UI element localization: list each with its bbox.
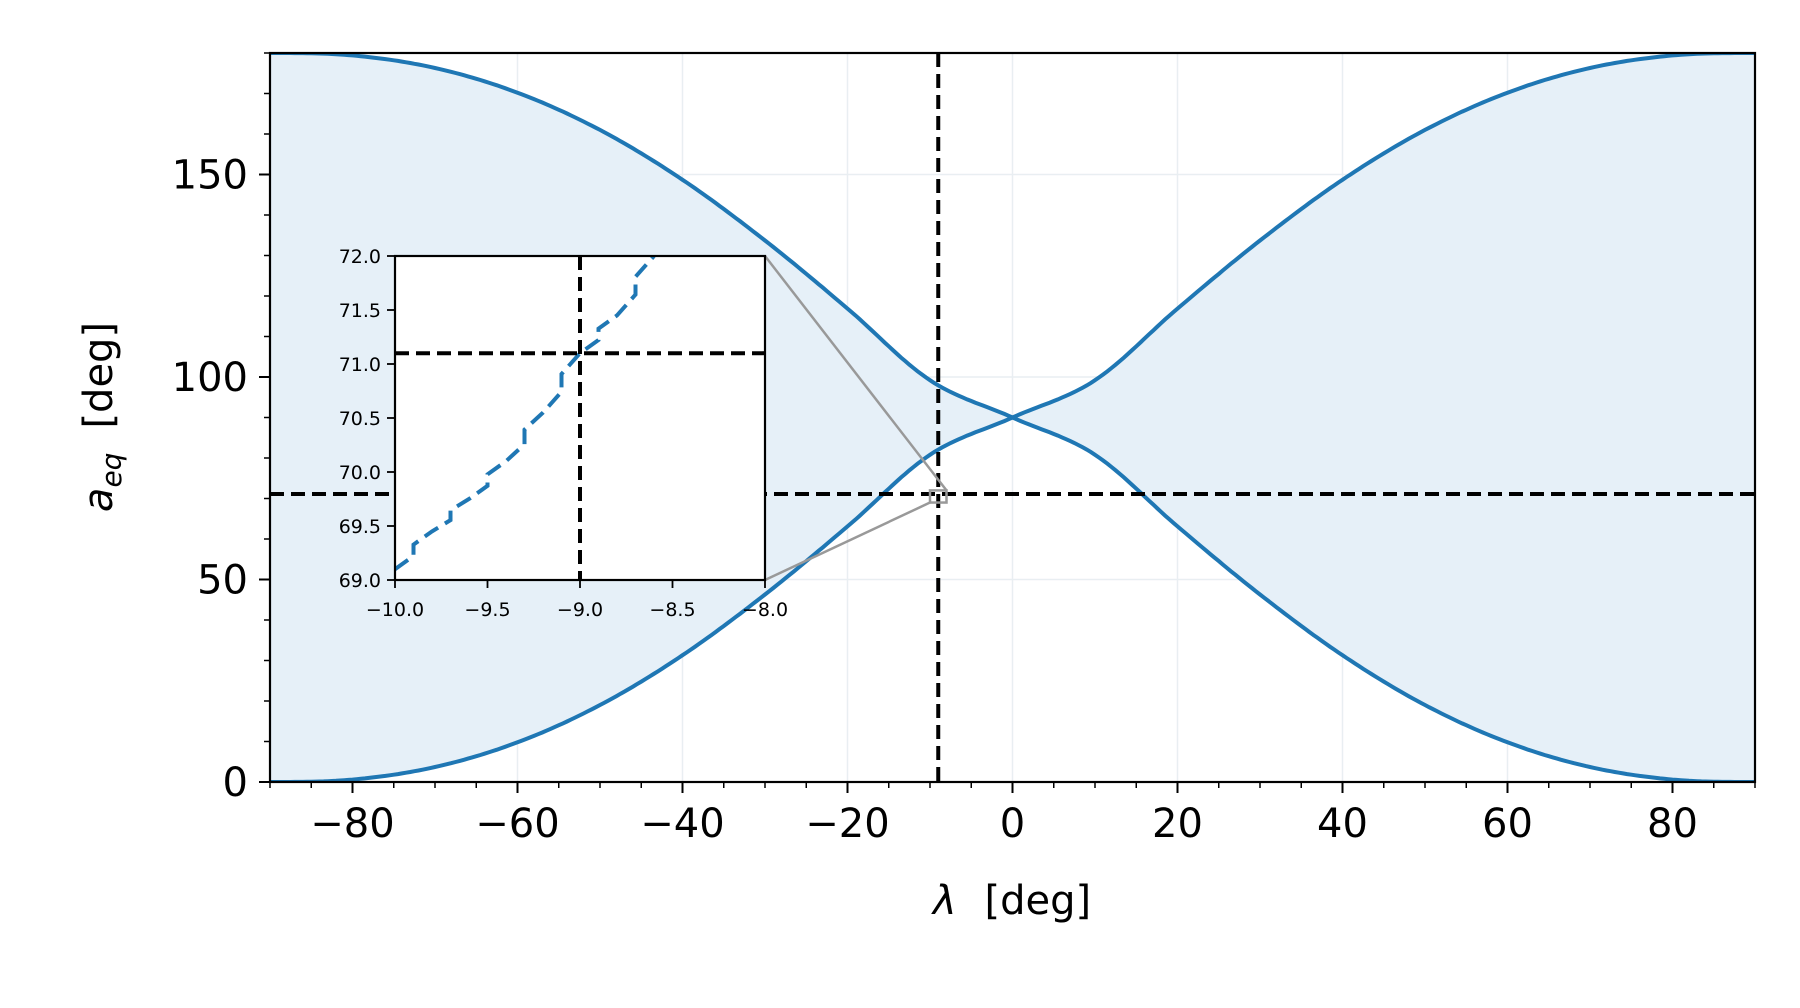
inset-y-tick-label: 69.0 <box>339 570 381 592</box>
inset-plot-area <box>395 256 765 580</box>
inset-x-tick-label: −8.0 <box>742 599 788 621</box>
inset-series-line <box>395 256 656 571</box>
inset-y-tick-label: 69.5 <box>339 516 381 538</box>
x-tick-label: 20 <box>1152 801 1203 847</box>
x-tick-label: 80 <box>1647 801 1698 847</box>
y-axis-label-unit: [deg] <box>76 322 122 429</box>
inset-x-tick-label: −9.5 <box>464 599 510 621</box>
y-tick-label: 50 <box>197 558 248 604</box>
x-axis-label: λ [deg] <box>931 878 1091 924</box>
series-line-2 <box>270 53 1755 782</box>
inset-connector-top <box>764 255 948 492</box>
x-tick-label: 0 <box>1000 801 1025 847</box>
x-tick-label: 40 <box>1317 801 1368 847</box>
inset-x-tick-label: −9.0 <box>557 599 603 621</box>
x-tick-label: −40 <box>640 801 724 847</box>
y-axis-label-symbol: a <box>76 488 122 513</box>
x-tick-label: −60 <box>475 801 559 847</box>
inset-y-tick-label: 70.0 <box>339 462 381 484</box>
x-axis-label-unit: [deg] <box>985 878 1092 924</box>
y-axis-label-subscript: eq <box>95 453 128 488</box>
x-tick-label: 60 <box>1482 801 1533 847</box>
inset-y-tick-label: 72.0 <box>339 246 381 268</box>
inset-y-tick-label: 71.5 <box>339 300 381 322</box>
inset-connector-bottom <box>764 501 931 582</box>
inset-x-tick-label: −8.5 <box>649 599 695 621</box>
y-tick-label: 150 <box>172 153 248 199</box>
x-tick-label: −80 <box>310 801 394 847</box>
y-tick-label: 0 <box>223 760 248 806</box>
x-axis-label-symbol: λ <box>931 878 957 924</box>
y-tick-label: 100 <box>172 355 248 401</box>
zoom-region-box <box>928 489 948 504</box>
inset-y-tick-label: 70.5 <box>339 408 381 430</box>
inset-x-tick-label: −10.0 <box>366 599 424 621</box>
inset-y-tick-label: 71.0 <box>339 354 381 376</box>
y-axis-label: aeq [deg] <box>76 322 128 512</box>
x-tick-label: −20 <box>805 801 889 847</box>
